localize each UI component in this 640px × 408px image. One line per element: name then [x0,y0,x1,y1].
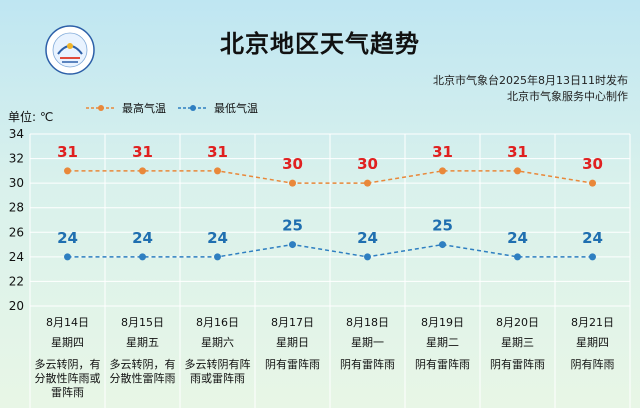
high-temp-point [439,167,446,175]
weekday-label: 星期一 [351,336,384,349]
x-tick-label: 8月20日 [496,316,539,329]
low-temp-line [67,243,593,258]
high-temp-data-label: 31 [432,143,453,161]
y-tick-label: 34 [9,127,24,141]
weather-description: 雷阵雨 [51,385,84,399]
y-tick-label: 20 [9,299,24,313]
y-tick-label: 32 [9,152,24,166]
x-tick-label: 8月15日 [121,316,164,329]
x-tick-label: 8月21日 [571,316,614,329]
legend-high-label: 最高气温 [122,102,166,115]
legend-low: 最低气温 [178,100,258,116]
page-title: 北京地区天气趋势 [220,30,420,58]
high-temp-point [139,167,146,175]
low-temp-data-label: 24 [57,229,78,247]
weather-description: 阴有雷阵雨 [340,357,395,371]
unit-label: 单位: ℃ [8,110,54,124]
weather-description: 阴有雷阵雨 [490,357,545,371]
low-temp-point [514,253,521,261]
weather-description: 阴有阵雨 [571,357,615,371]
y-tick-label: 28 [9,201,24,215]
producer-line: 北京市气象服务中心制作 [507,90,628,103]
low-temp-data-label: 24 [207,229,228,247]
x-tick-label: 8月19日 [421,316,464,329]
low-temp-point [439,241,446,249]
high-temp-point [289,179,296,187]
high-temp-point [214,167,221,175]
weather-description: 阴有雷阵雨 [265,357,320,371]
legend-high: 最高气温 [86,100,166,116]
y-tick-label: 22 [9,274,24,288]
high-temp-data-label: 30 [357,155,378,173]
high-temp-point [64,167,71,175]
weekday-label: 星期六 [201,336,234,349]
high-temp-line [67,170,593,184]
high-temp-data-label: 31 [132,143,153,161]
high-temp-data-label: 31 [207,143,228,161]
low-temp-point [589,253,596,261]
weekday-label: 星期五 [126,336,159,349]
high-temp-data-label: 31 [507,143,528,161]
weather-description: 多云转阴有阵 [185,357,251,371]
low-temp-point [214,253,221,261]
high-temp-data-label: 31 [57,143,78,161]
x-tick-label: 8月16日 [196,316,239,329]
x-tick-label: 8月17日 [271,316,314,329]
low-temp-data-label: 24 [507,229,528,247]
publisher-line: 北京市气象台2025年8月13日11时发布 [433,74,628,87]
high-temp-data-label: 30 [582,155,603,173]
low-temp-point [364,253,371,261]
weather-description: 分散性雷阵雨 [110,371,176,385]
weather-description: 阴有雷阵雨 [415,357,470,371]
low-temp-data-label: 25 [282,217,303,235]
weather-description: 多云转阴，有 [35,357,101,371]
weather-description: 多云转阴，有 [110,357,176,371]
low-temp-point [289,241,296,249]
low-temp-data-label: 24 [582,229,603,247]
high-temp-point [589,179,596,187]
high-temp-point [364,179,371,187]
weather-description: 分散性阵雨或 [35,371,101,385]
y-tick-label: 24 [9,250,24,264]
low-temp-point [64,253,71,261]
low-temp-data-label: 24 [132,229,153,247]
weekday-label: 星期二 [426,336,459,349]
meteorological-logo-icon [45,25,95,75]
x-tick-label: 8月18日 [346,316,389,329]
weekday-label: 星期四 [51,336,84,349]
low-temp-point [139,253,146,261]
weekday-label: 星期四 [576,336,609,349]
weekday-label: 星期日 [276,336,309,349]
weather-description: 雨或雷阵雨 [190,371,245,385]
low-temp-data-label: 24 [357,229,378,247]
legend-low-label: 最低气温 [214,102,258,115]
low-temp-data-label: 25 [432,217,453,235]
x-tick-label: 8月14日 [46,316,89,329]
legend-low-swatch [178,105,208,111]
y-tick-label: 26 [9,225,24,239]
weekday-label: 星期三 [501,336,534,349]
legend-high-swatch [86,105,116,111]
high-temp-point [514,167,521,175]
high-temp-data-label: 30 [282,155,303,173]
y-tick-label: 30 [9,176,24,190]
